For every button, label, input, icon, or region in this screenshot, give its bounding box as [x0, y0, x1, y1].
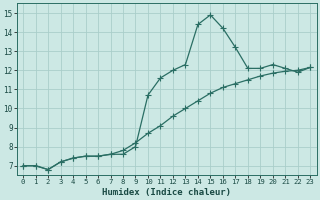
X-axis label: Humidex (Indice chaleur): Humidex (Indice chaleur)	[102, 188, 231, 197]
